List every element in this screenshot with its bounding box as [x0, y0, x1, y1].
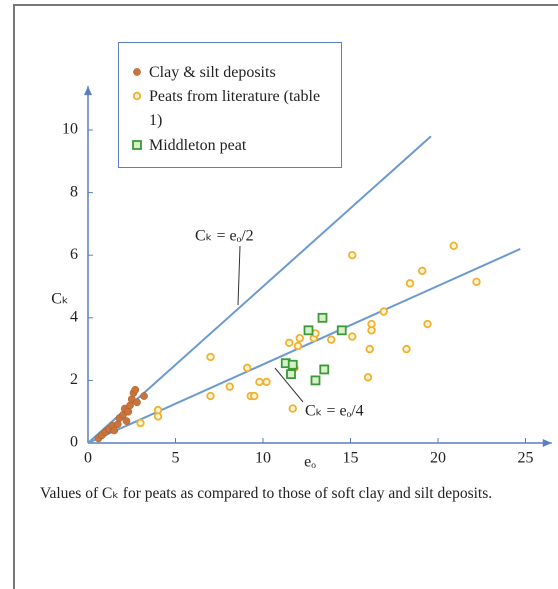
- point: [423, 319, 432, 329]
- point: [122, 417, 131, 425]
- point: [418, 266, 427, 276]
- legend-entry: Clay & silt deposits: [131, 61, 334, 85]
- point: [132, 91, 142, 101]
- point: [225, 382, 234, 391]
- point: [285, 338, 294, 348]
- y-tick-label: 4: [70, 308, 78, 325]
- point: [319, 364, 330, 375]
- point: [262, 377, 271, 387]
- point: [286, 369, 296, 380]
- legend-entry: Peats from literature (table 1): [131, 85, 334, 133]
- legend-label: Peats from literature (table 1): [149, 88, 321, 129]
- caption: Values of Cₖ for peats as compared to th…: [40, 485, 493, 502]
- point: [336, 325, 347, 336]
- frame: [13, 4, 558, 589]
- point: [293, 341, 303, 351]
- y-tick-label: 6: [70, 246, 78, 263]
- legend-marker: [132, 91, 142, 101]
- point: [133, 398, 141, 407]
- point: [255, 377, 264, 387]
- point: [402, 344, 411, 354]
- x-axis-arrow: [542, 439, 552, 447]
- point: [287, 359, 298, 370]
- x-tick-label: 15: [343, 450, 359, 467]
- point: [153, 405, 163, 415]
- point: [140, 392, 148, 400]
- x-tick-label: 0: [84, 450, 92, 467]
- annotation-pointer: [237, 245, 241, 306]
- point: [379, 307, 388, 316]
- point: [365, 344, 374, 354]
- point: [206, 391, 215, 401]
- point: [136, 418, 145, 428]
- legend-label: Clay & silt deposits: [149, 64, 276, 81]
- point: [405, 279, 415, 288]
- point: [472, 277, 481, 287]
- legend: Clay & silt deposits Peats from literatur…: [118, 42, 342, 168]
- point: [449, 241, 458, 251]
- point: [367, 319, 376, 329]
- point: [295, 333, 304, 343]
- y-tick-label: 2: [70, 371, 78, 388]
- y-tick-label: 8: [70, 183, 78, 200]
- legend-marker: [133, 68, 141, 76]
- y-axis-label: Cₖ: [51, 291, 68, 308]
- legend-entry: Middleton peat: [131, 134, 334, 158]
- x-tick-label: 5: [172, 450, 180, 467]
- x-axis-label: eₒ: [304, 454, 316, 471]
- point: [348, 332, 357, 341]
- reference-line: [87, 135, 432, 444]
- point: [131, 385, 140, 394]
- point: [243, 363, 252, 373]
- y-axis-arrow: [84, 86, 92, 96]
- point: [133, 68, 141, 76]
- legend-marker: [132, 140, 142, 150]
- x-tick-label: 10: [255, 450, 271, 467]
- legend-label: Middleton peat: [149, 137, 247, 154]
- x-tick-label: 20: [430, 450, 446, 467]
- line-label: Cₖ = eₒ/4: [305, 403, 364, 420]
- point: [348, 250, 357, 260]
- point: [110, 426, 119, 435]
- x-tick-label: 25: [518, 450, 534, 467]
- point: [363, 373, 373, 382]
- point: [327, 335, 336, 344]
- point: [310, 375, 321, 386]
- y-tick-label: 0: [70, 434, 78, 451]
- line-label: Cₖ = eₒ/2: [195, 228, 254, 245]
- point: [206, 352, 215, 362]
- point: [303, 325, 314, 336]
- y-tick-label: 10: [62, 121, 78, 138]
- point: [132, 140, 142, 150]
- point: [288, 404, 297, 413]
- annotation-pointer: [274, 367, 304, 403]
- point: [317, 312, 328, 323]
- point: [250, 391, 259, 401]
